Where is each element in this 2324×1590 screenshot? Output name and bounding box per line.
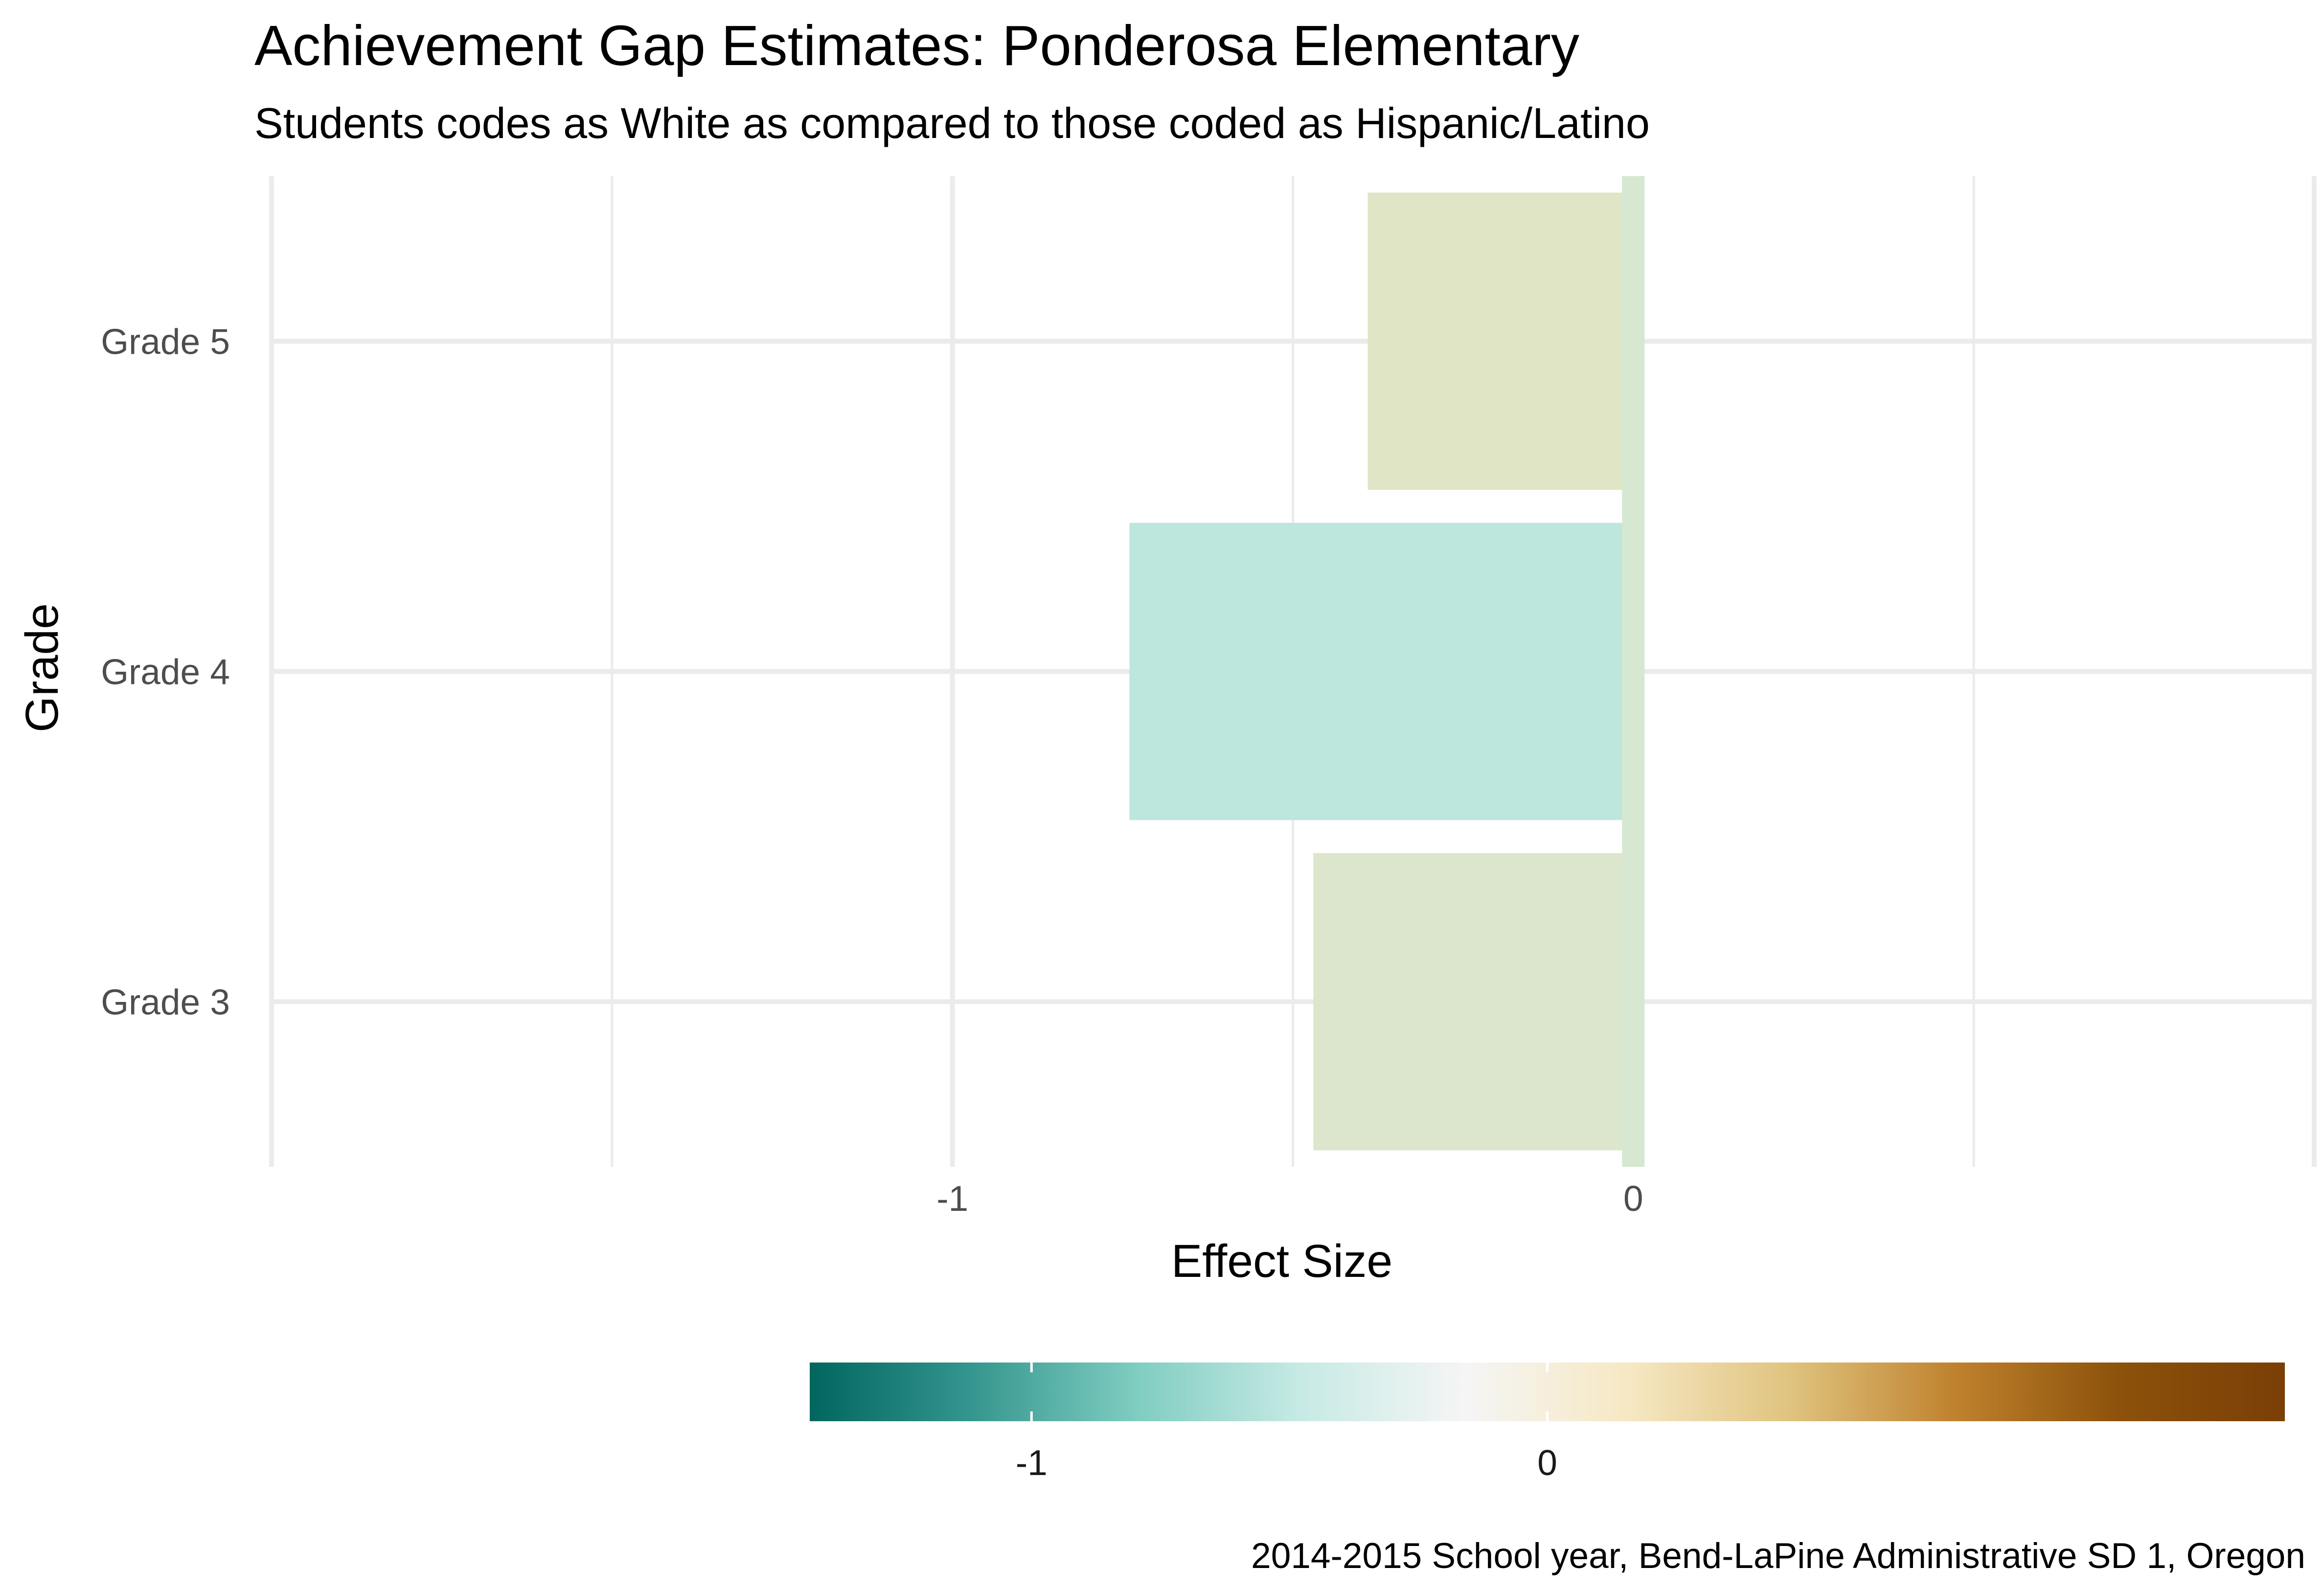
y-tick-label: Grade 5 xyxy=(101,322,230,362)
chart-title: Achievement Gap Estimates: Ponderosa Ele… xyxy=(254,14,1579,77)
y-tick-label: Grade 3 xyxy=(101,983,230,1022)
x-axis-label: Effect Size xyxy=(1171,1235,1392,1287)
bar xyxy=(1367,192,1634,490)
chart-subtitle: Students codes as White as compared to t… xyxy=(254,99,1650,147)
y-axis-label: Grade xyxy=(16,603,68,732)
bars xyxy=(1129,176,1645,1167)
colorbar-tick-label: 0 xyxy=(1537,1443,1557,1483)
colorbar-legend: -1 0 xyxy=(810,1363,2285,1483)
caption: 2014-2015 School year, Bend-LaPine Admin… xyxy=(1251,1536,2305,1576)
colorbar-ticks: -1 0 xyxy=(1016,1363,1557,1483)
zero-bar xyxy=(1622,176,1645,1167)
bar xyxy=(1129,522,1634,820)
x-tick-labels: -1 0 xyxy=(936,1179,1643,1219)
y-tick-labels: Grade 3 Grade 4 Grade 5 xyxy=(101,322,230,1022)
bar xyxy=(1313,853,1634,1151)
x-tick-label: -1 xyxy=(936,1179,968,1219)
x-tick-label: 0 xyxy=(1623,1179,1643,1219)
colorbar-tick-label: -1 xyxy=(1016,1443,1048,1483)
y-tick-label: Grade 4 xyxy=(101,653,230,692)
